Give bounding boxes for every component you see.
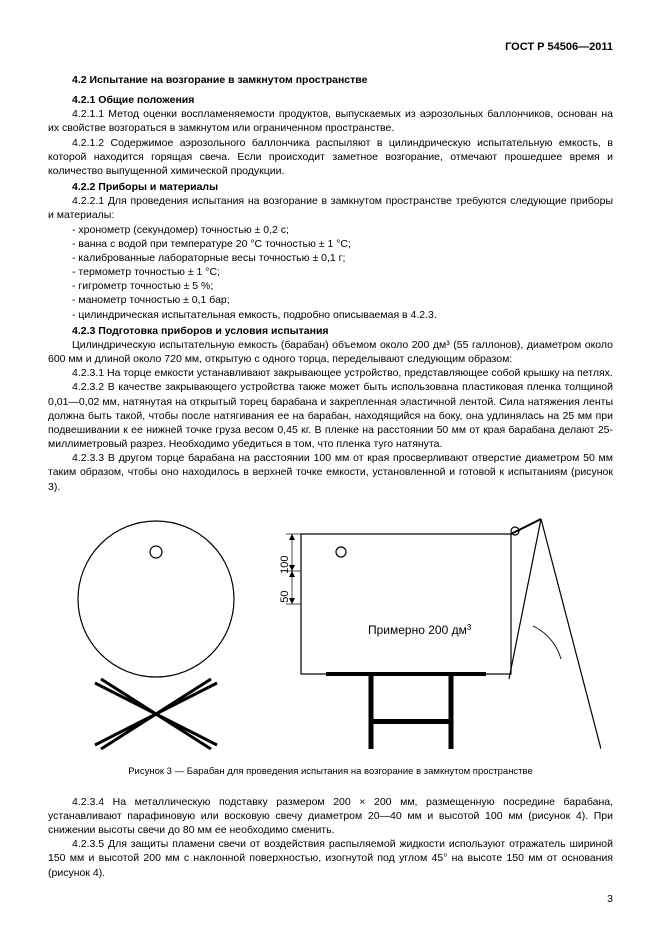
para-4-2-2-1: 4.2.2.1 Для проведения испытания на возг…: [48, 194, 613, 222]
svg-text:100: 100: [279, 555, 291, 573]
figure-3-drum: 100 50 Примерно 200 дм3: [61, 504, 601, 754]
para-4-2-3-3: 4.2.3.3 В другом торце барабана на расст…: [48, 451, 613, 494]
page-number: 3: [607, 892, 613, 906]
list-item: - термометр точностью ± 1 °С;: [48, 265, 613, 279]
svg-text:Примерно 200 дм3: Примерно 200 дм3: [368, 622, 472, 637]
svg-text:50: 50: [279, 590, 291, 602]
list-item: - гигрометр точностью ± 5 %;: [48, 279, 613, 293]
heading-4-2-2: 4.2.2 Приборы и материалы: [48, 180, 613, 194]
para-4-2-1-1: 4.2.1.1 Метод оценки воспламеняемости пр…: [48, 107, 613, 135]
figure-3-caption: Рисунок 3 — Барабан для проведения испыт…: [48, 766, 613, 779]
list-item: - ванна с водой при температуре 20 °С то…: [48, 237, 613, 251]
list-item: - цилиндрическая испытательная емкость, …: [48, 308, 613, 322]
para-4-2-1-2: 4.2.1.2 Содержимое аэрозольного баллончи…: [48, 136, 613, 179]
para-4-2-3-2: 4.2.3.2 В качестве закрывающего устройст…: [48, 380, 613, 451]
document-id: ГОСТ Р 54506—2011: [48, 40, 613, 55]
list-item: - хронометр (секундомер) точностью ± 0,2…: [48, 223, 613, 237]
heading-4-2-3: 4.2.3 Подготовка приборов и условия испы…: [48, 324, 613, 338]
para-4-2-3-5: 4.2.3.5 Для защиты пламени свечи от возд…: [48, 837, 613, 880]
heading-4-2: 4.2 Испытание на возгорание в замкнутом …: [48, 73, 613, 87]
list-item: - манометр точностью ± 0,1 бар;: [48, 293, 613, 307]
para-4-2-3: Цилиндрическую испытательную емкость (ба…: [48, 338, 613, 366]
list-item: - калиброванные лабораторные весы точнос…: [48, 251, 613, 265]
para-4-2-3-1: 4.2.3.1 На торце емкости устанавливают з…: [48, 366, 613, 380]
para-4-2-3-4: 4.2.3.4 На металлическую подставку разме…: [48, 795, 613, 838]
heading-4-2-1: 4.2.1 Общие положения: [48, 93, 613, 107]
